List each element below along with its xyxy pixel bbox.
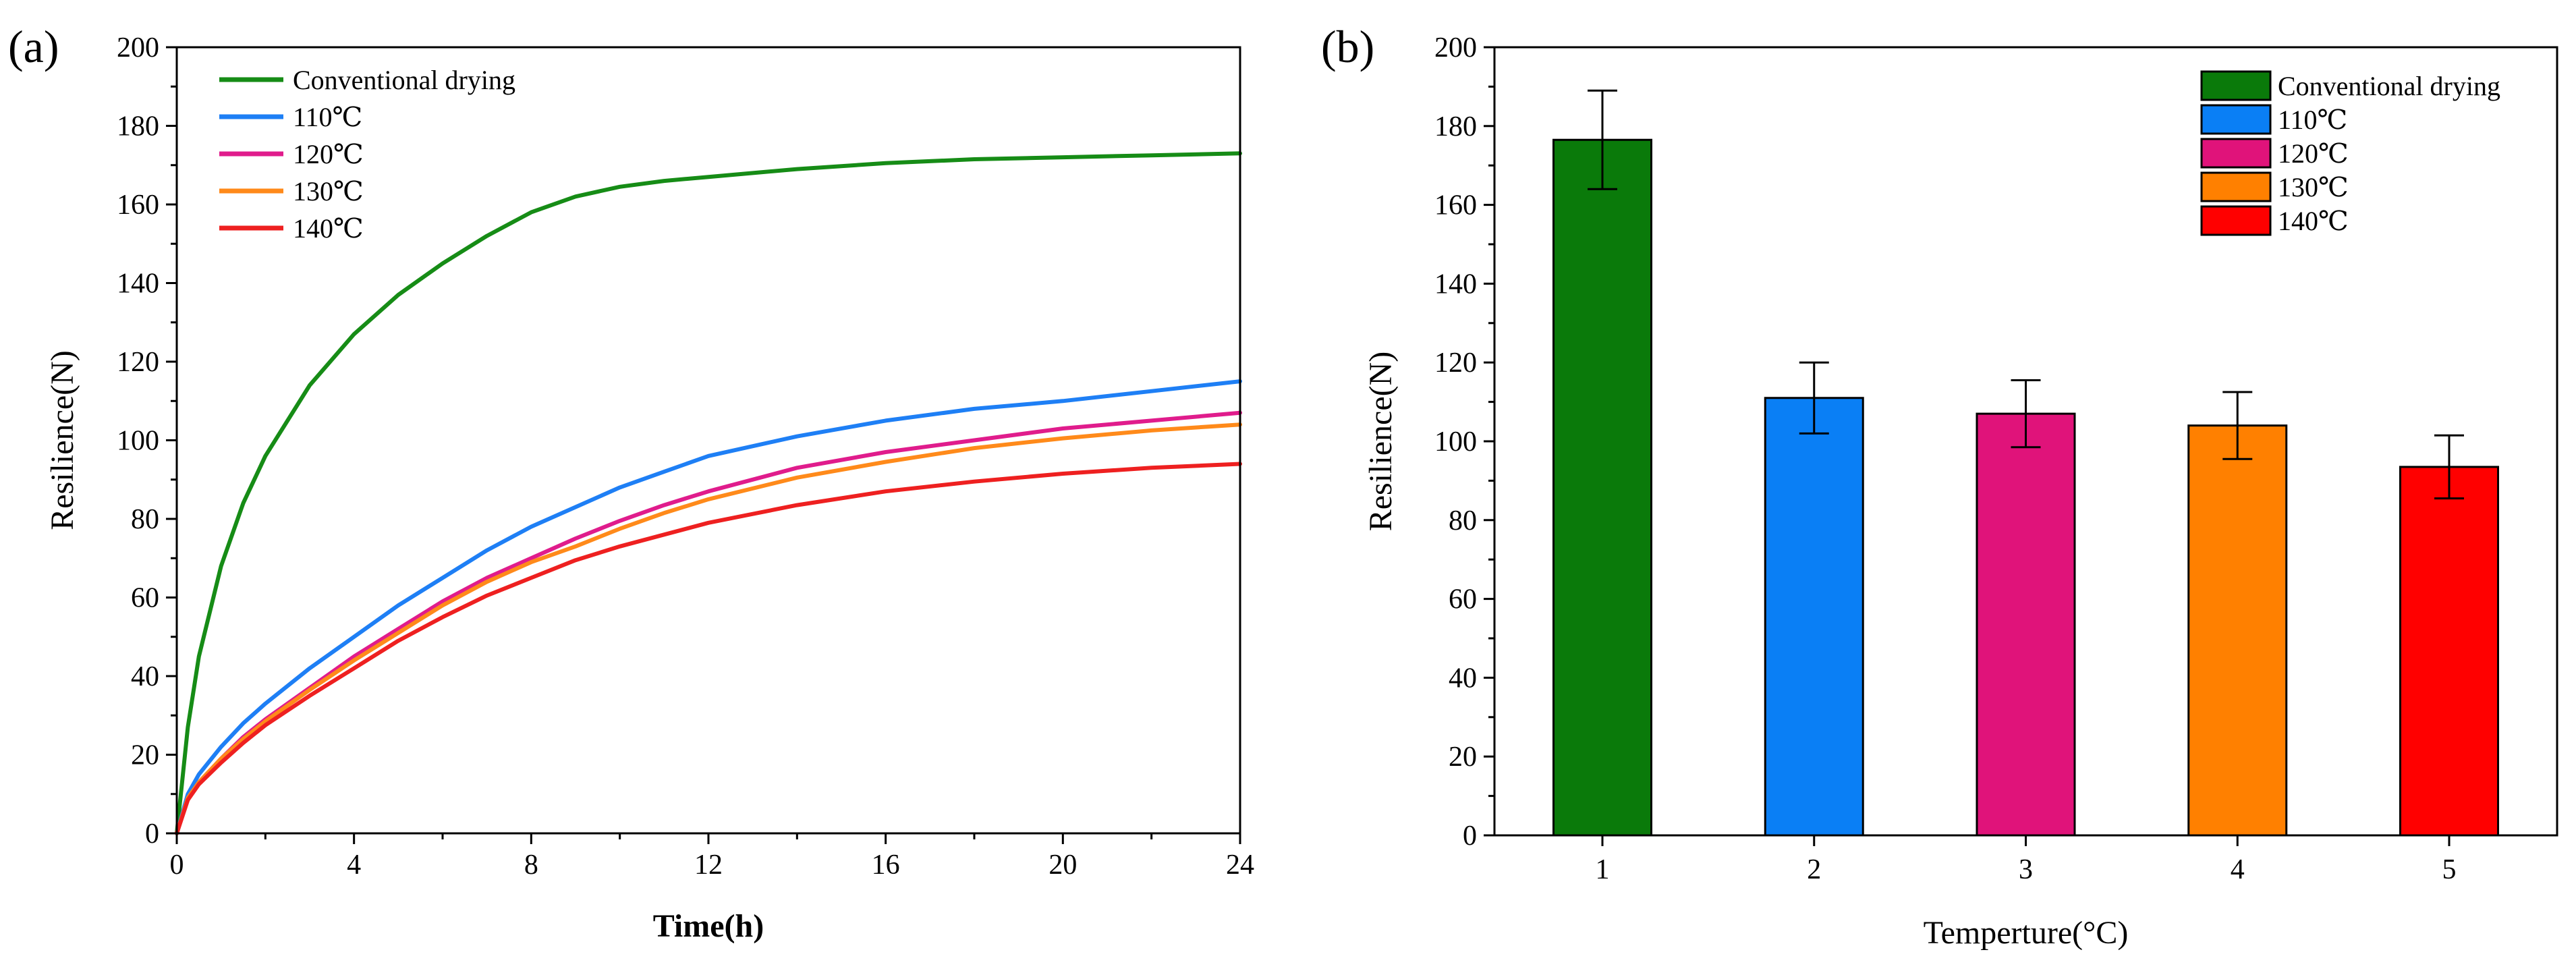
y-tick-label-a: 180 (117, 111, 159, 142)
y-tick-label-b: 120 (1434, 348, 1477, 379)
x-tick-label-a: 8 (524, 850, 538, 881)
legend-label-a: 110℃ (293, 102, 362, 132)
bar-2 (1976, 412, 2076, 837)
y-tick-label-a: 100 (117, 426, 159, 457)
bar-4 (2399, 466, 2499, 837)
bar-3 (2187, 424, 2288, 837)
panel-b-label: (b) (1321, 21, 1374, 72)
x-tick-label-b: 3 (2019, 854, 2033, 885)
x-axis-label-a: Time(h) (653, 908, 764, 944)
legend-label-b: 130℃ (2278, 172, 2349, 202)
bar-1 (1764, 397, 1864, 837)
legend-swatch-b (2200, 70, 2272, 101)
series-line-4 (175, 462, 1242, 835)
bar-0 (1552, 138, 1652, 837)
y-tick-label-b: 200 (1434, 32, 1477, 63)
y-tick-label-b: 80 (1449, 505, 1477, 536)
y-axis-label-a: Resilience(N) (45, 350, 80, 530)
legend-label-b: Conventional drying (2278, 71, 2500, 101)
series-line-1 (175, 379, 1242, 835)
y-tick-label-b: 20 (1449, 742, 1477, 773)
y-tick-label-a: 0 (145, 818, 159, 850)
x-tick-label-a: 16 (872, 850, 900, 881)
legend-label-b: 120℃ (2278, 138, 2349, 169)
series-line-3 (175, 422, 1242, 835)
y-tick-label-a: 40 (131, 661, 159, 692)
line-chart-a: 0 20 40 60 80 100 120 140 160 180 200 0 4 8 12 16 20 24 Ti… (45, 32, 1254, 944)
legend-label-b: 110℃ (2278, 105, 2347, 135)
series-line-0 (175, 151, 1242, 835)
y-axis-label-b: Resilience(N) (1363, 352, 1399, 532)
y-tick-label-b: 0 (1463, 821, 1477, 852)
y-tick-label-a: 20 (131, 740, 159, 771)
y-tick-label-a: 200 (117, 32, 159, 63)
y-tick-label-b: 160 (1434, 190, 1477, 221)
y-tick-label-a: 120 (117, 347, 159, 378)
legend-label-b: 140℃ (2278, 206, 2349, 236)
legend-label-a: 120℃ (293, 139, 364, 169)
y-tick-label-b: 60 (1449, 584, 1477, 615)
legend-swatch-b (2200, 205, 2272, 236)
series-line-2 (175, 410, 1242, 835)
bar-chart-b: 0 20 40 60 80 100 120 140 160 180 200 1 2 3 4 5 Tempertu… (1363, 32, 2558, 951)
x-tick-label-b: 5 (2442, 854, 2457, 885)
x-tick-label-a: 20 (1048, 850, 1077, 881)
y-tick-label-a: 160 (117, 190, 159, 221)
x-tick-label-a: 0 (170, 850, 184, 881)
y-tick-label-b: 40 (1449, 663, 1477, 694)
x-tick-label-a: 24 (1226, 850, 1254, 881)
y-tick-label-b: 100 (1434, 426, 1477, 457)
legend-swatch-b (2200, 104, 2272, 135)
panel-a-label: (a) (8, 21, 59, 72)
y-tick-label-a: 140 (117, 269, 159, 300)
x-tick-label-b: 2 (1807, 854, 1821, 885)
x-tick-label-a: 4 (347, 850, 361, 881)
y-tick-label-a: 60 (131, 583, 159, 614)
x-tick-label-b: 4 (2231, 854, 2245, 885)
legend-swatch-b (2200, 138, 2272, 169)
x-tick-label-b: 1 (1596, 854, 1610, 885)
y-tick-label-b: 140 (1434, 269, 1477, 300)
y-tick-label-b: 180 (1434, 111, 1477, 142)
legend-label-a: Conventional drying (293, 65, 515, 95)
legend-label-a: 140℃ (293, 213, 364, 244)
y-tick-label-a: 80 (131, 504, 159, 535)
x-axis-label-b: Temperture(°C) (1924, 915, 2129, 951)
legend-label-a: 130℃ (293, 176, 364, 206)
x-tick-label-a: 12 (694, 850, 723, 881)
legend-swatch-b (2200, 171, 2272, 202)
